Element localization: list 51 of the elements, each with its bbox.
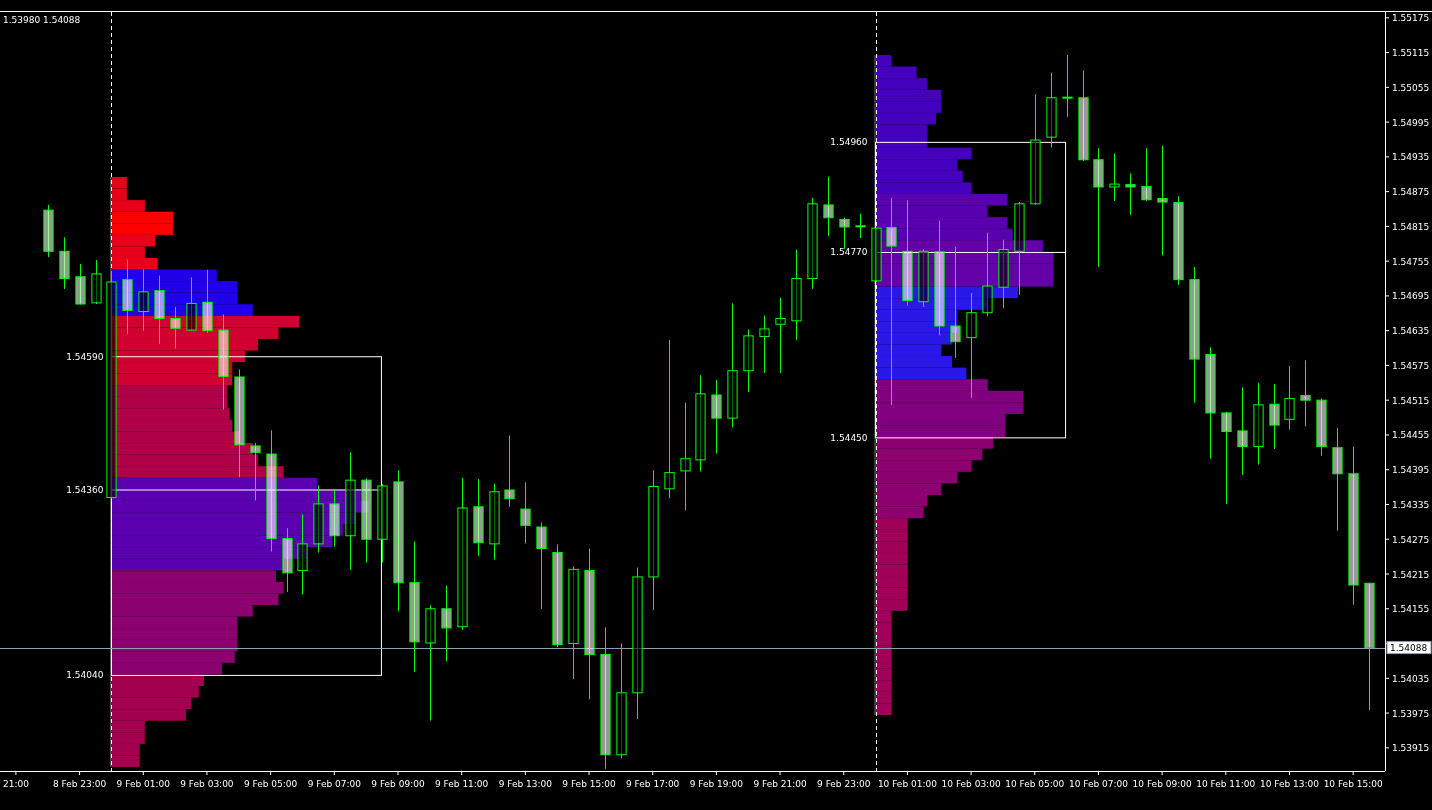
- y-tick-label: 1.54335: [1392, 499, 1430, 510]
- x-tick-label: 10 Feb 03:00: [941, 779, 1001, 789]
- y-tick-label: 1.54815: [1392, 221, 1430, 232]
- y-tick-label: 1.54935: [1392, 152, 1430, 163]
- x-tick-label: 9 Feb 15:00: [562, 779, 616, 789]
- annotation: 1.54960: [830, 137, 868, 148]
- x-tick-label: 21:00: [2, 779, 30, 789]
- annotation: 1.54450: [830, 432, 868, 443]
- annotation: 1.54590: [66, 351, 104, 362]
- ref-line-label: 1.54088: [1390, 643, 1428, 654]
- y-tick-label: 1.54515: [1392, 395, 1430, 406]
- x-tick-label: 9 Feb 07:00: [307, 779, 362, 789]
- y-tick-label: 1.54455: [1392, 430, 1430, 441]
- y-tick-label: 1.54635: [1392, 326, 1430, 337]
- x-tick-label: 9 Feb 01:00: [116, 779, 171, 789]
- x-tick-label: 9 Feb 23:00: [817, 779, 871, 789]
- x-tick-label: 9 Feb 17:00: [626, 779, 680, 789]
- annotation: 1.54770: [830, 247, 868, 258]
- y-tick-label: 1.54695: [1392, 291, 1430, 302]
- x-tick-label: 9 Feb 11:00: [435, 779, 489, 789]
- x-tick-label: 9 Feb 03:00: [180, 779, 234, 789]
- y-tick-label: 1.55115: [1392, 48, 1430, 59]
- x-tick-label: 9 Feb 09:00: [371, 779, 425, 789]
- y-tick-label: 1.55055: [1392, 82, 1430, 93]
- x-tick-label: 10 Feb 07:00: [1068, 779, 1129, 789]
- x-tick-label: 10 Feb 09:00: [1132, 779, 1192, 789]
- annotation: 1.53980 1.54088: [3, 15, 81, 25]
- x-tick-label: 10 Feb 15:00: [1323, 779, 1383, 789]
- y-tick-label: 1.54755: [1392, 256, 1430, 267]
- annotation: 1.54360: [66, 485, 104, 495]
- x-tick-label: 10 Feb 05:00: [1005, 779, 1065, 789]
- annotation: 1.54040: [66, 670, 104, 681]
- x-tick-label: 10 Feb 01:00: [877, 779, 938, 789]
- x-tick-label: 8 Feb 23:00: [52, 779, 107, 789]
- x-tick-label: 9 Feb 13:00: [498, 779, 553, 789]
- x-tick-label: 10 Feb 13:00: [1259, 779, 1320, 789]
- y-tick-label: 1.54035: [1392, 673, 1430, 684]
- y-tick-label: 1.54275: [1392, 534, 1430, 545]
- y-tick-label: 1.53915: [1392, 743, 1430, 754]
- x-tick-label: 9 Feb 21:00: [753, 779, 807, 789]
- x-tick-label: 10 Feb 11:00: [1196, 779, 1256, 789]
- x-tick-label: 9 Feb 05:00: [243, 779, 298, 789]
- y-tick-label: 1.54395: [1392, 465, 1430, 476]
- y-tick-label: 1.53975: [1392, 708, 1430, 719]
- y-tick-label: 1.54875: [1392, 187, 1430, 198]
- y-tick-label: 1.54995: [1392, 117, 1430, 128]
- y-tick-label: 1.54155: [1392, 604, 1430, 615]
- y-tick-label: 1.55175: [1392, 13, 1430, 24]
- x-tick-label: 9 Feb 19:00: [689, 779, 744, 789]
- y-tick-label: 1.54575: [1392, 360, 1430, 371]
- y-tick-label: 1.54215: [1392, 569, 1430, 580]
